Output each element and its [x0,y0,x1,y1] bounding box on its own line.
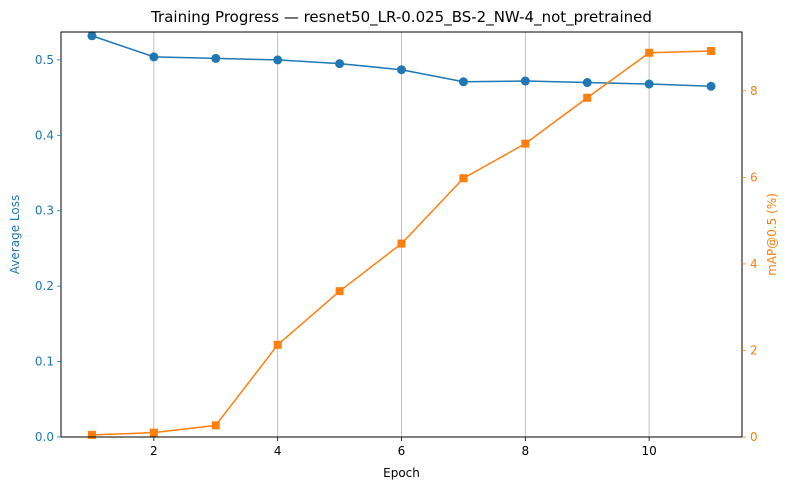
data-point [211,53,221,63]
y-left-tick-label: 0.1 [35,355,54,369]
y-left-tick-label: 0.0 [35,430,54,444]
x-axis-label: Epoch [383,466,420,480]
data-point [273,55,283,65]
grid [153,32,650,437]
y-right-tick-label: 6 [750,170,758,184]
data-point [644,79,654,89]
data-point [706,81,716,91]
data-point [459,174,468,183]
y-left-tick-label: 0.5 [35,53,54,67]
y-left-tick-label: 0.4 [35,128,54,142]
data-point [273,340,282,349]
y-right-tick-label: 2 [750,343,758,357]
y-left-tick-label: 0.2 [35,279,54,293]
data-point [520,76,530,86]
x-tick-label: 2 [150,444,158,458]
data-point [583,93,592,102]
data-point [582,78,592,88]
data-point [335,59,345,69]
y-right-tick-label: 0 [750,430,758,444]
x-tick-label: 10 [641,444,656,458]
data-point [458,77,468,87]
data-point [645,48,654,57]
data-point [521,139,530,148]
data-point [211,421,220,430]
data-point [149,428,158,437]
axes: 2 4 6 8 10 0.0 0.1 0.2 0.3 0.4 0.5 0 2 4 6 8 [35,53,758,458]
data-point [149,52,159,62]
x-tick-label: 8 [521,444,529,458]
data-point [707,47,716,56]
data-point [87,430,96,439]
y-axis-left-label: Average Loss [8,195,22,274]
series-layer [87,31,716,439]
series-map [87,47,716,439]
data-point [87,31,97,41]
y-left-tick-label: 0.3 [35,204,54,218]
x-tick-label: 4 [274,444,282,458]
y-axis-right-label: mAP@0.5 (%) [765,193,779,276]
data-point [397,239,406,248]
data-point [335,287,344,296]
chart-title: Training Progress — resnet50_LR-0.025_BS… [150,8,652,27]
data-point [397,65,406,75]
y-right-tick-label: 4 [750,257,758,271]
x-tick-label: 6 [398,444,406,458]
y-right-tick-label: 8 [750,84,758,98]
